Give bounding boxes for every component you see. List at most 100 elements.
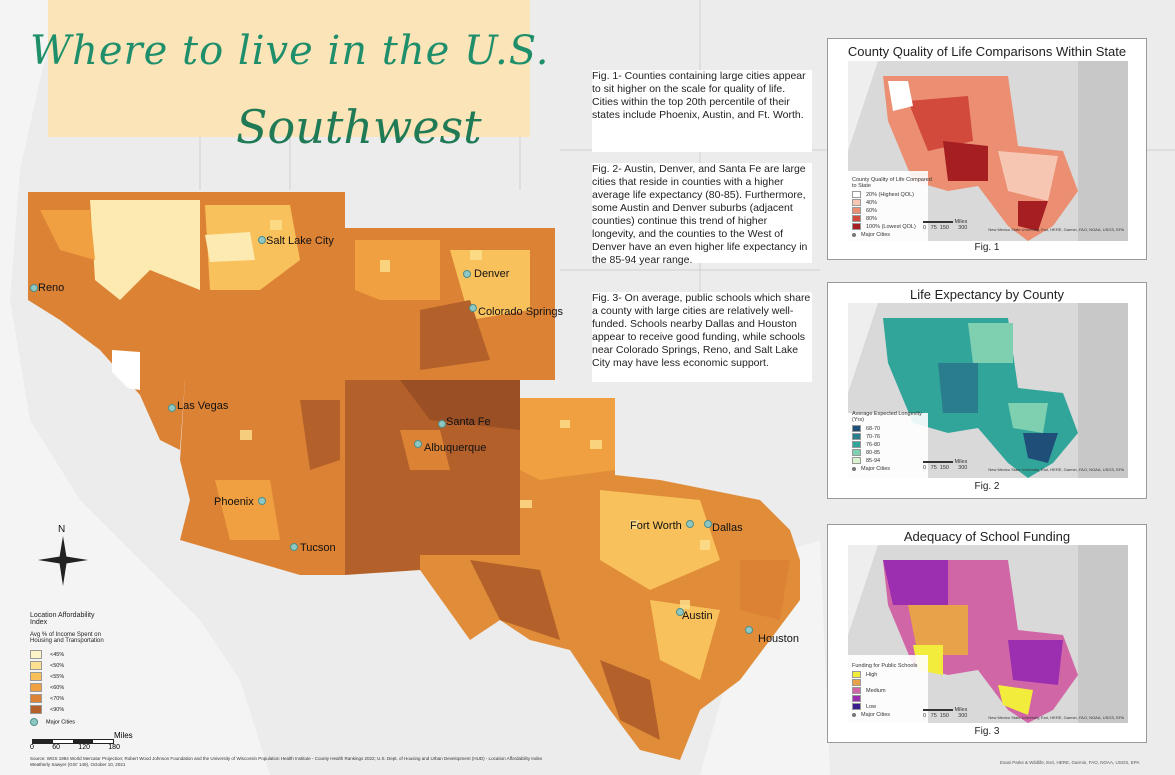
inset-legend-item: 60% (852, 207, 932, 215)
qol-map (848, 61, 1128, 241)
city-label: Colorado Springs (478, 306, 563, 318)
city-label: Salt Lake City (266, 235, 334, 247)
inset-legend-item: 20% (Highest QOL) (852, 191, 932, 199)
inset-legend-item: 80% (852, 215, 932, 223)
inset-legend-item: 68-70 (852, 425, 932, 433)
inset-legend-swatch (852, 687, 861, 695)
inset2-major: Major Cities (861, 466, 891, 472)
inset-legend-label: 40% (866, 200, 878, 206)
inset-legend-item: 76-80 (852, 441, 932, 449)
legend-major-cities: Major Cities (46, 719, 76, 726)
source-footnote: Source: WGS 1984 World Mercator Projecti… (30, 756, 830, 768)
inset2-legend-title: Average Expected Longevity (Yrs) (852, 411, 922, 423)
inset-legend-label: 60% (866, 208, 878, 214)
inset-legend-label: Medium (866, 688, 886, 694)
scale-tick: 0 (30, 744, 34, 751)
inset-legend-swatch (852, 223, 861, 231)
legend-label: <70% (50, 696, 65, 702)
legend-swatch (30, 672, 42, 682)
inset1-scale-unit: Miles (954, 219, 968, 225)
inset-legend-item (852, 679, 932, 687)
scale-tick: 180 (108, 744, 120, 751)
legend-swatch (30, 661, 42, 671)
inset2-scale-unit: Miles (954, 459, 968, 465)
inset-legend-item: 85-94 (852, 457, 932, 465)
inset-legend-label: Low (866, 704, 877, 710)
inset1-scale: Miles 0 75 150 300 (923, 219, 967, 231)
inset2-credit: New Mexico State University, Esri, HERE,… (988, 467, 1124, 472)
inset-title: Adequacy of School Funding (903, 529, 1071, 544)
inset-legend-item: Low (852, 703, 932, 711)
city-pin-icon (463, 270, 471, 278)
life-expectancy-map (848, 303, 1128, 478)
fig2-note: Fig. 2- Austin, Denver, and Santa Fe are… (592, 163, 812, 266)
inset1-credit: New Mexico State University, Esri, HERE,… (988, 227, 1124, 232)
bottom-credit: Esasi Parks & Wildlife, Esri, HERE, Garm… (1000, 760, 1140, 765)
inset-fig2: Life Expectancy by County Average Expect… (827, 282, 1147, 499)
city-label: Las Vegas (177, 400, 229, 412)
city-pin-icon (258, 497, 266, 505)
inset-legend-label: 70-76 (866, 434, 881, 440)
legend-label: <60% (50, 685, 65, 691)
inset-legend-label: 85-94 (866, 458, 881, 464)
compass-rose-icon: N (38, 524, 88, 586)
city-pin-icon (168, 404, 176, 412)
inset2-scale: Miles 0 75 150 300 (923, 459, 967, 471)
inset1-scale-ticks: 0 75 150 300 (923, 225, 968, 231)
fig1-note: Fig. 1- Counties containing large cities… (592, 70, 812, 152)
city-label: Phoenix (214, 496, 254, 508)
city-pin-icon (745, 626, 753, 634)
legend-label: <50% (50, 663, 65, 669)
inset-title: County Quality of Life Comparisons Withi… (847, 44, 1127, 59)
city-pin-icon (414, 440, 422, 448)
inset-legend-label: High (866, 672, 878, 678)
city-pin-icon (469, 304, 477, 312)
scale-tick: 120 (78, 744, 90, 751)
city-label: Denver (474, 268, 510, 280)
legend-swatch (30, 705, 42, 715)
inset-fig1: County Quality of Life Comparisons Withi… (827, 38, 1147, 260)
inset1-legend-title: County Quality of Life Compared to State (852, 177, 932, 189)
inset-label: Fig. 3 (974, 726, 1000, 737)
city-label: Santa Fe (446, 416, 491, 428)
footnote-line1: Source: WGS 1984 World Mercator Projecti… (30, 756, 543, 761)
inset-legend-swatch (852, 441, 861, 449)
major-city-pin-icon (30, 718, 38, 726)
inset-legend-label: 76-80 (866, 442, 881, 448)
scale-tick: 60 (52, 744, 60, 751)
inset3-scale-unit: Miles (954, 707, 968, 713)
city-pin-icon (676, 608, 684, 616)
inset-legend-swatch (852, 695, 861, 703)
inset-legend-swatch (852, 449, 861, 457)
compass-n: N (58, 524, 65, 535)
legend-title: Location Affordability Index (30, 612, 95, 626)
footnote-line2: Weatherly Sawyer (GIS' 149), October 10,… (30, 762, 126, 767)
legend-label: <90% (50, 707, 65, 713)
city-pin-icon (258, 236, 266, 244)
inset3-credit: New Mexico State University, Esri, HERE,… (988, 715, 1124, 720)
city-pin-icon (30, 284, 38, 292)
legend-swatch (30, 683, 42, 693)
inset1-legend: County Quality of Life Compared to State… (852, 177, 932, 239)
inset-legend-item: 100% (Lowest QOL) (852, 223, 932, 231)
city-label: Albuquerque (424, 442, 487, 454)
legend-item: <90% (30, 705, 160, 716)
inset-legend-label: 80% (866, 216, 878, 222)
inset-legend-item (852, 695, 932, 703)
inset-legend-label: 100% (Lowest QOL) (866, 224, 916, 230)
inset-legend-swatch (852, 433, 861, 441)
inset3-legend-title: Funding for Public Schools (852, 663, 918, 669)
city-label: Dallas (712, 522, 743, 534)
city-label: Austin (682, 610, 713, 622)
legend-item: <60% (30, 683, 160, 694)
city-label: Reno (38, 282, 65, 294)
legend-label: <45% (50, 652, 65, 658)
inset-legend-swatch (852, 679, 861, 687)
inset3-major: Major Cities (861, 712, 891, 718)
legend-subtitle: Avg % of Income Spent on Housing and Tra… (30, 632, 104, 644)
city-label: Fort Worth (630, 520, 682, 532)
city-pin-icon (290, 543, 298, 551)
city-label: Houston (758, 633, 799, 645)
inset-legend-item: 80-85 (852, 449, 932, 457)
inset2-scale-ticks: 0 75 150 300 (923, 465, 968, 471)
